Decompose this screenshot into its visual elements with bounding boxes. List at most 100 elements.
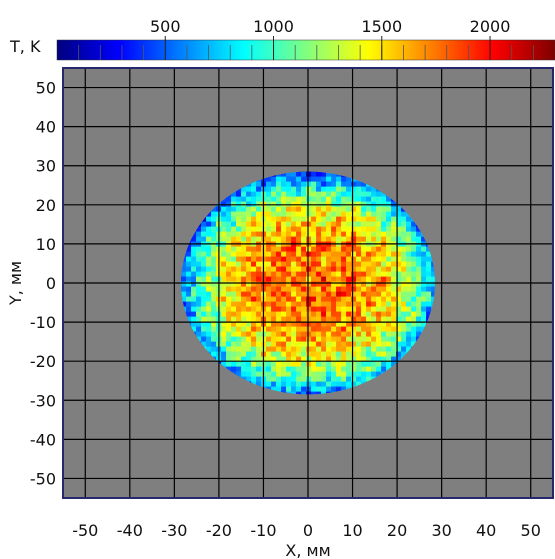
temperature-cell [236,206,242,213]
temperature-cell [226,321,232,328]
temperature-cell [331,361,337,368]
temperature-cell [316,336,322,343]
temperature-cell [251,376,257,383]
temperature-cell [326,291,332,298]
temperature-cell [236,306,242,313]
temperature-cell [231,231,237,238]
temperature-cell [356,381,362,388]
temperature-cell [291,236,297,243]
temperature-cell [276,346,282,353]
temperature-cell [271,211,277,218]
temperature-cell [371,276,377,283]
temperature-cell [336,306,342,313]
temperature-cell [251,276,257,283]
temperature-cell [236,196,242,203]
temperature-cell [291,296,297,303]
temperature-cell [376,301,382,308]
temperature-cell [411,306,417,313]
temperature-cell [356,306,362,313]
temperature-cell [231,356,237,363]
temperature-cell [316,356,322,363]
temperature-cell [236,231,242,238]
temperature-cell [401,291,407,298]
temperature-cell [361,326,367,333]
temperature-cell [406,316,412,323]
temperature-cell [356,326,362,333]
temperature-cell [356,211,362,218]
temperature-cell [326,226,332,233]
temperature-cell [321,266,327,273]
temperature-cell [361,376,367,383]
temperature-cell [231,331,237,338]
temperature-cell [361,281,367,288]
temperature-cell [361,321,367,328]
temperature-cell [221,361,227,368]
temperature-cell [256,376,262,383]
temperature-cell [336,376,342,383]
temperature-cell [386,196,392,203]
temperature-cell [296,376,302,383]
temperature-cell [236,226,242,233]
temperature-cell [256,261,262,268]
temperature-cell [226,361,232,368]
temperature-cell [401,211,407,218]
temperature-cell [236,321,242,328]
temperature-cell [421,301,427,308]
x-tick-label: 30 [431,521,451,540]
temperature-cell [301,191,307,198]
temperature-cell [376,261,382,268]
temperature-cell [306,266,312,273]
temperature-cell [376,296,382,303]
temperature-cell [391,276,397,283]
temperature-cell [416,266,422,273]
temperature-cell [286,356,292,363]
temperature-cell [236,281,242,288]
temperature-cell [231,316,237,323]
temperature-cell [346,226,352,233]
temperature-cell [276,301,282,308]
temperature-cell [221,221,227,228]
temperature-cell [386,216,392,223]
temperature-cell [226,276,232,283]
temperature-cell [246,341,252,348]
temperature-cell [331,376,337,383]
temperature-cell [341,361,347,368]
x-tick-label: -50 [72,521,98,540]
temperature-cell [271,331,277,338]
temperature-cell [241,346,247,353]
temperature-cell [276,186,282,193]
temperature-cell [426,306,432,313]
temperature-cell [301,281,307,288]
temperature-cell [271,371,277,378]
temperature-cell [241,261,247,268]
temperature-cell [421,316,427,323]
temperature-cell [316,191,322,198]
temperature-cell [291,221,297,228]
temperature-cell [181,296,187,303]
temperature-cell [301,186,307,193]
temperature-cell [361,266,367,273]
temperature-cell [206,226,212,233]
temperature-cell [251,236,257,243]
temperature-cell [296,356,302,363]
temperature-cell [281,271,287,278]
temperature-cell [186,291,192,298]
temperature-cell [231,271,237,278]
temperature-cell [321,386,327,393]
temperature-cell [331,236,337,243]
temperature-cell [231,196,237,203]
temperature-cell [416,276,422,283]
temperature-cell [301,196,307,203]
x-tick-label: 50 [521,521,541,540]
temperature-cell [366,191,372,198]
temperature-cell [326,386,332,393]
temperature-cell [376,206,382,213]
temperature-cell [311,351,317,358]
temperature-cell [341,226,347,233]
temperature-cell [251,366,257,373]
temperature-cell [421,261,427,268]
temperature-cell [206,281,212,288]
temperature-cell [266,331,272,338]
temperature-cell [211,271,217,278]
temperature-cell [191,231,197,238]
